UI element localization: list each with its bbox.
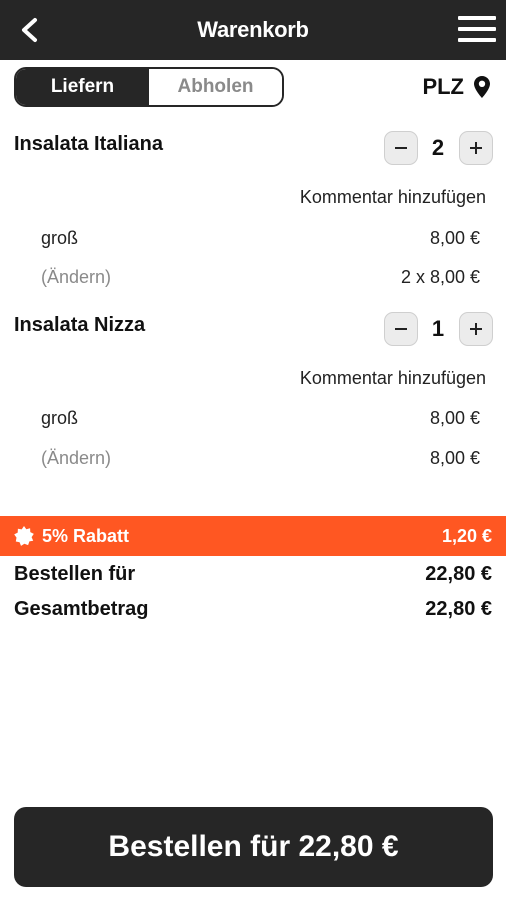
badge-icon [14, 526, 34, 546]
place-order-button[interactable]: Bestellen für 22,80 € [14, 807, 493, 887]
change-item-link[interactable]: (Ändern) [41, 267, 112, 287]
change-item-link[interactable]: (Ändern) [41, 448, 112, 468]
postcode-selector[interactable]: PLZ [422, 72, 490, 102]
item-line-total: 2 x 8,00 € [400, 267, 480, 287]
minus-icon [395, 328, 407, 330]
item-size-price: 8,00 € [429, 228, 480, 248]
increase-quantity-button[interactable] [459, 312, 493, 346]
total-value: 22,80 € [425, 598, 492, 620]
plus-icon [470, 142, 482, 154]
tab-deliver[interactable]: Liefern [16, 69, 149, 105]
discount-amount: 1,20 € [441, 526, 492, 546]
item-size-label: groß [41, 408, 79, 428]
postcode-label: PLZ [422, 74, 464, 99]
item-size-label: groß [41, 228, 79, 248]
minus-icon [395, 147, 407, 149]
decrease-quantity-button[interactable] [384, 312, 418, 346]
location-pin-icon [474, 76, 490, 98]
add-comment-link[interactable]: Kommentar hinzufügen [299, 187, 486, 207]
decrease-quantity-button[interactable] [384, 131, 418, 165]
order-for-value: 22,80 € [425, 563, 492, 585]
plus-icon [470, 323, 482, 335]
add-comment-link[interactable]: Kommentar hinzufügen [299, 368, 486, 388]
tab-pickup[interactable]: Abholen [149, 69, 282, 105]
top-bar: Warenkorb [0, 0, 506, 60]
order-for-label: Bestellen für [14, 563, 136, 585]
chevron-left-icon [22, 18, 37, 42]
discount-bar: 5% Rabatt 1,20 € [0, 516, 506, 556]
menu-button[interactable] [458, 14, 496, 46]
item-line-total: 8,00 € [429, 448, 480, 468]
discount-label: 5% Rabatt [42, 525, 130, 546]
item-size-price: 8,00 € [429, 408, 480, 428]
hamburger-line [458, 38, 496, 42]
cart-item-name: Insalata Nizza [14, 314, 146, 336]
hamburger-line [458, 27, 496, 31]
cart-item-name: Insalata Italiana [14, 133, 163, 155]
quantity-value: 1 [431, 316, 445, 341]
quantity-value: 2 [431, 135, 445, 160]
hamburger-menu-icon [458, 16, 496, 20]
back-button[interactable] [12, 12, 48, 48]
page-title: Warenkorb [197, 17, 309, 42]
delivery-mode-toggle: Liefern Abholen [14, 67, 284, 107]
increase-quantity-button[interactable] [459, 131, 493, 165]
total-label: Gesamtbetrag [14, 598, 149, 620]
